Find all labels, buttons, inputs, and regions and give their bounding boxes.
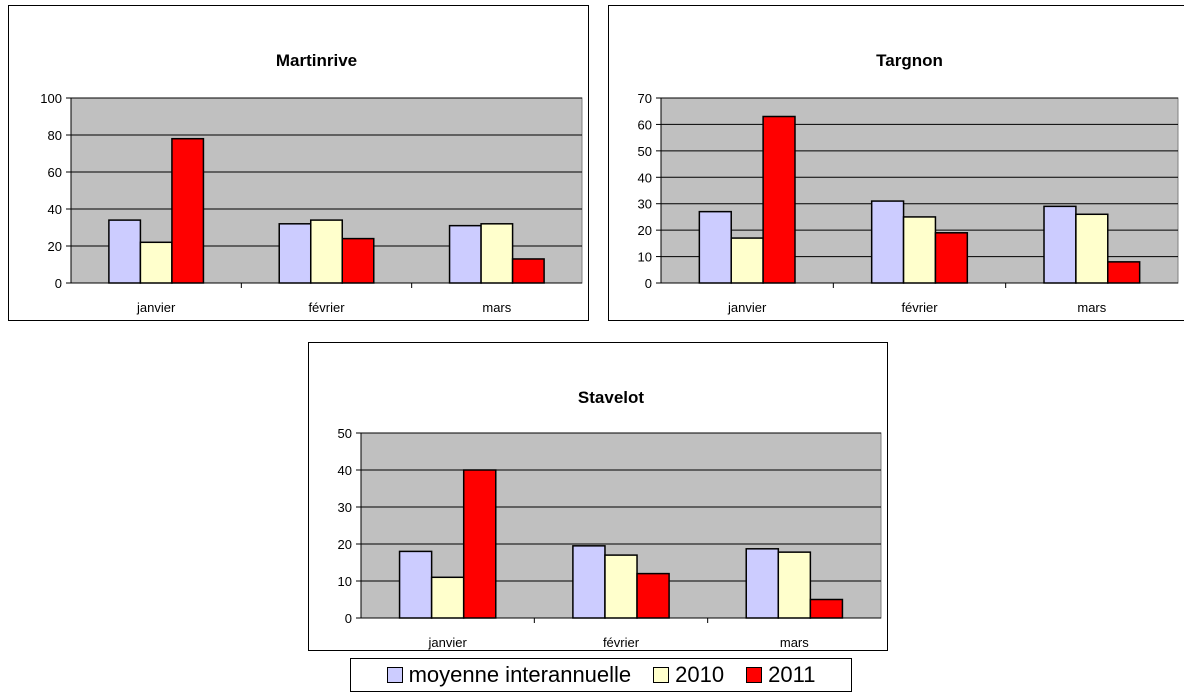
bar-martinrive-2011-0 [171, 137, 205, 284]
bar-stavelot-2011-0 [462, 469, 497, 619]
y-tick-label-stavelot-50: 50 [338, 426, 352, 441]
x-tick-label-targnon-1: février [901, 300, 938, 315]
legend-label-2011: 2011 [768, 662, 816, 687]
bar-targnon-2011-1 [934, 232, 969, 284]
y-tick-label-stavelot-30: 30 [338, 500, 352, 515]
bar-stavelot-moyenne-1 [572, 545, 606, 619]
x-tick-label-martinrive-2: mars [482, 300, 511, 315]
bar-targnon-2010-1 [902, 216, 937, 284]
chart-targnon-svg: Targnon 0 10 20 30 40 50 60 70 janvier février mars [638, 51, 1179, 315]
x-tick-label-martinrive-0: janvier [136, 300, 176, 315]
y-tick-label-martinrive-60: 60 [48, 165, 62, 180]
bar-martinrive-2011-1 [341, 237, 375, 284]
bar-targnon-moyenne-2 [1043, 205, 1077, 284]
bar-stavelot-2010-1 [604, 554, 638, 619]
y-tick-label-stavelot-40: 40 [338, 463, 352, 478]
bar-stavelot-2011-1 [636, 572, 670, 619]
chart-targnon: Targnon 0 10 20 30 40 50 60 70 janvier février mars [608, 5, 1184, 321]
legend-item-2010: 2010 [653, 662, 724, 688]
x-tick-label-stavelot-0: janvier [428, 635, 468, 650]
y-tick-label-martinrive-100: 100 [40, 91, 62, 106]
y-tick-label-martinrive-80: 80 [48, 128, 62, 143]
legend-swatch-2010 [653, 667, 670, 683]
legend-label-2010: 2010 [675, 662, 725, 687]
y-tick-label-targnon-30: 30 [638, 197, 652, 212]
legend-item-moyenne: moyenne interannuelle [386, 662, 632, 688]
chart-stavelot: Stavelot 0 10 20 30 40 50 janvier février mars [308, 342, 888, 651]
bar-stavelot-2010-2 [777, 551, 812, 619]
x-tick-label-targnon-2: mars [1077, 300, 1106, 315]
x-tick-label-stavelot-2: mars [780, 635, 809, 650]
x-tick-label-targnon-0: janvier [727, 300, 767, 315]
y-tick-label-targnon-40: 40 [638, 170, 652, 185]
bar-martinrive-2010-1 [309, 219, 344, 284]
chart-title-stavelot: Stavelot [578, 388, 644, 407]
legend-label-moyenne: moyenne interannuelle [408, 662, 632, 687]
bar-martinrive-moyenne-0 [108, 219, 142, 284]
y-tick-label-targnon-20: 20 [638, 223, 652, 238]
chart-title-martinrive: Martinrive [276, 51, 357, 70]
bar-martinrive-moyenne-1 [278, 223, 312, 284]
bar-targnon-2011-2 [1107, 261, 1141, 284]
bar-martinrive-moyenne-2 [448, 224, 482, 284]
y-tick-label-martinrive-0: 0 [55, 276, 62, 291]
y-tick-label-martinrive-40: 40 [48, 202, 62, 217]
legend-swatch-moyenne [386, 667, 403, 683]
x-tick-label-stavelot-1: février [603, 635, 640, 650]
bar-targnon-moyenne-0 [698, 210, 732, 284]
legend-item-2011: 2011 [746, 662, 815, 688]
y-tick-label-targnon-0: 0 [645, 276, 652, 291]
y-tick-label-stavelot-0: 0 [345, 611, 352, 626]
bar-stavelot-moyenne-0 [398, 550, 433, 619]
chart-stavelot-svg: Stavelot 0 10 20 30 40 50 janvier février mars [338, 388, 882, 650]
x-tick-label-martinrive-1: février [308, 300, 345, 315]
y-tick-label-targnon-50: 50 [638, 144, 652, 159]
chart-martinrive: Martinrive 0 20 40 60 80 100 janvier février mars [8, 5, 589, 321]
y-tick-label-stavelot-10: 10 [338, 574, 352, 589]
chart-title-targnon: Targnon [876, 51, 943, 70]
y-tick-label-targnon-70: 70 [638, 91, 652, 106]
bar-targnon-moyenne-1 [870, 200, 905, 284]
legend: moyenne interannuelle 2010 2011 [350, 658, 852, 692]
y-tick-label-targnon-60: 60 [638, 117, 652, 132]
legend-swatch-2011 [746, 667, 763, 683]
y-tick-label-martinrive-20: 20 [48, 239, 62, 254]
bar-targnon-2010-0 [730, 237, 764, 284]
chart-martinrive-svg: Martinrive 0 20 40 60 80 100 janvier février mars [40, 51, 583, 315]
bar-martinrive-2011-2 [511, 258, 545, 284]
bar-stavelot-2010-0 [430, 576, 465, 619]
bar-stavelot-moyenne-2 [745, 548, 780, 619]
bar-stavelot-2011-2 [809, 598, 844, 619]
bar-targnon-2011-0 [762, 115, 796, 284]
bar-martinrive-2010-0 [139, 241, 173, 284]
y-tick-label-stavelot-20: 20 [338, 537, 352, 552]
bar-martinrive-2010-2 [480, 223, 514, 284]
y-tick-label-targnon-10: 10 [638, 250, 652, 265]
bar-targnon-2010-2 [1075, 213, 1109, 284]
